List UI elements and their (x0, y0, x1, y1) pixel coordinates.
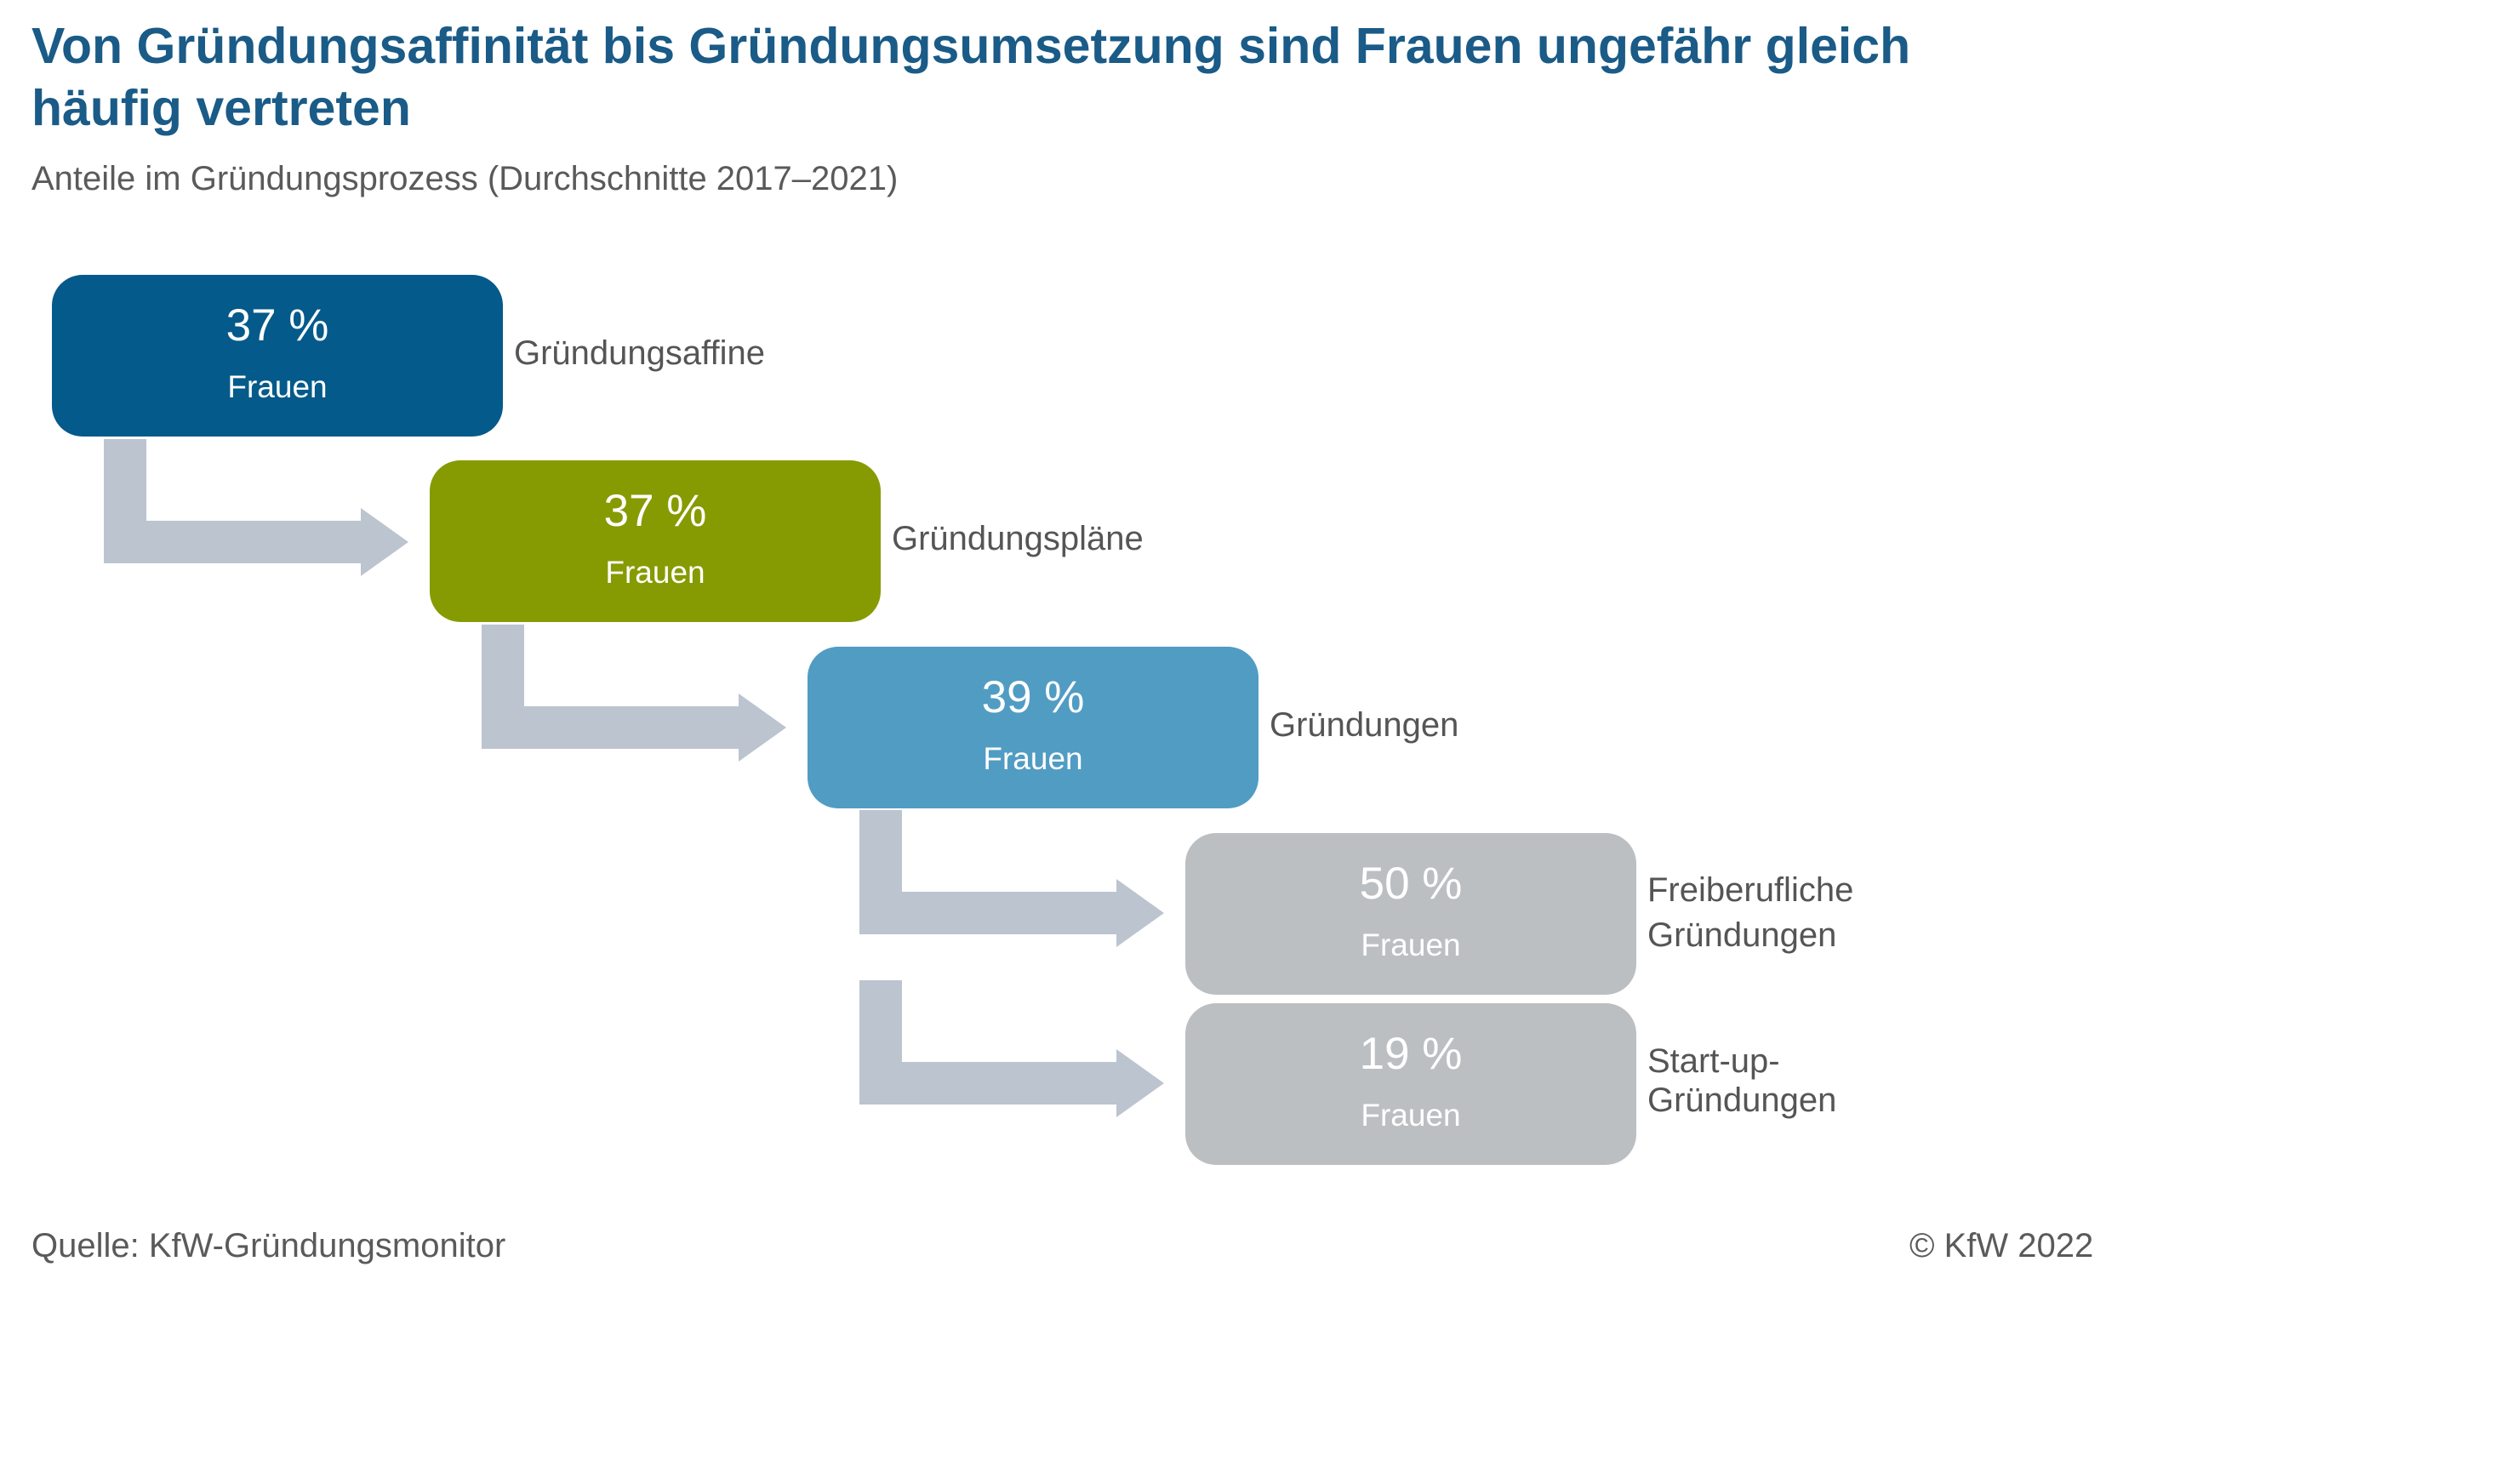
stage-percentage: 37 % (225, 300, 329, 351)
stage-unit-label: Frauen (227, 369, 328, 404)
stage-name-line: Gründungspläne (892, 520, 1144, 557)
stage-name-line: Gründungen (1270, 706, 1459, 744)
stage-percentage: 37 % (603, 486, 707, 536)
chart-subtitle: Anteile im Gründungsprozess (Durchschnit… (31, 160, 899, 197)
source-note: Quelle: KfW-Gründungsmonitor (31, 1227, 506, 1264)
stage-box-plans: 37 % Frauen (430, 460, 881, 622)
copyright-note: © KfW 2022 (1909, 1227, 2094, 1264)
stage-name-line: Freiberufliche (1647, 871, 1854, 909)
stage-name-line: Gründungen (1647, 1082, 1837, 1119)
stage-box-freelance: 50 % Frauen (1185, 833, 1636, 995)
stage-unit-label: Frauen (605, 555, 705, 590)
stage-name-line: Start-up- (1647, 1042, 1780, 1080)
stage-box-startup: 19 % Frauen (1185, 1003, 1636, 1165)
stage-name-plans: Gründungspläne (892, 517, 1144, 562)
stage-box-founders: 39 % Frauen (808, 647, 1258, 808)
arrow-founders-to-freelance (859, 810, 1164, 947)
stage-name-freelance: Freiberufliche Gründungen (1647, 868, 1853, 958)
stage-name-affine: Gründungsaffine (514, 331, 765, 376)
arrow-founders-to-startup (859, 980, 1164, 1117)
stage-unit-label: Frauen (1361, 1098, 1461, 1133)
stage-unit-label: Frauen (983, 741, 1083, 776)
stage-unit-label: Frauen (1361, 928, 1461, 962)
stage-percentage: 50 % (1359, 859, 1463, 909)
stage-name-line: Gründungen (1647, 916, 1837, 954)
stage-name-line: Gründungsaffine (514, 334, 766, 372)
chart-title: Von Gründungsaffinität bis Gründungsumse… (31, 18, 1911, 136)
stage-percentage: 39 % (981, 672, 1085, 722)
arrow-affine-to-plans (104, 439, 408, 576)
arrow-plans-to-founders (482, 625, 786, 762)
stage-name-startup: Start-up- Gründungen (1647, 1042, 1836, 1120)
stage-box-affine: 37 % Frauen (52, 275, 503, 437)
stage-name-founders: Gründungen (1270, 703, 1458, 748)
stage-percentage: 19 % (1359, 1029, 1463, 1079)
